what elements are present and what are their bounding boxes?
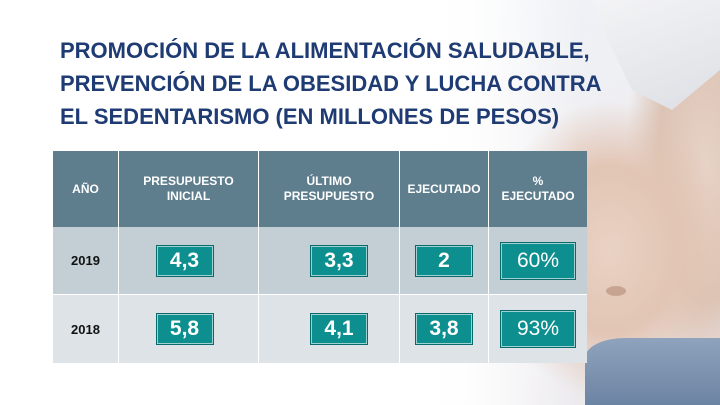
header-ejecutado: EJECUTADO <box>400 151 489 227</box>
title-line-2: PREVENCIÓN DE LA OBESIDAD Y LUCHA CONTRA <box>60 71 602 96</box>
ejecutado-cell: 2 <box>400 227 489 295</box>
ultimo-cell: 4,1 <box>259 295 400 363</box>
header-ultimo-presupuesto: ÚLTIMO PRESUPUESTO <box>259 151 400 227</box>
ultimo-cell: 3,3 <box>259 227 400 295</box>
year-value: 2019 <box>71 253 100 268</box>
pct-value: 60% <box>500 241 576 280</box>
ultimo-value: 4,1 <box>310 313 368 345</box>
table-row: 2018 5,8 4,1 3,8 93% <box>53 295 587 363</box>
title-line-1: PROMOCIÓN DE LA ALIMENTACIÓN SALUDABLE, <box>60 38 590 63</box>
inicial-value: 4,3 <box>155 244 214 277</box>
ejecutado-cell: 3,8 <box>400 295 489 363</box>
year-value: 2018 <box>71 321 100 337</box>
table-row: 2019 4,3 3,3 2 60% <box>53 227 587 295</box>
budget-table: AÑO PRESUPUESTO INICIAL ÚLTIMO PRESUPUES… <box>53 151 587 363</box>
inicial-value: 5,8 <box>155 313 214 345</box>
slide-title: PROMOCIÓN DE LA ALIMENTACIÓN SALUDABLE, … <box>60 34 620 133</box>
navel-shape <box>606 286 626 296</box>
ultimo-value: 3,3 <box>310 244 368 277</box>
title-line-3: EL SEDENTARISMO (EN MILLONES DE PESOS) <box>60 104 560 129</box>
header-pct-ejecutado: % EJECUTADO <box>501 174 575 203</box>
year-cell: 2018 <box>53 295 119 363</box>
year-cell: 2019 <box>53 227 119 295</box>
inicial-cell: 4,3 <box>119 227 259 295</box>
pct-cell: 93% <box>489 295 587 363</box>
table-header-row: AÑO PRESUPUESTO INICIAL ÚLTIMO PRESUPUES… <box>53 151 587 227</box>
ejecutado-value: 2 <box>415 244 473 277</box>
ejecutado-value: 3,8 <box>415 313 473 345</box>
jeans-shape <box>585 338 720 405</box>
pct-cell: 60% <box>489 227 587 295</box>
inicial-cell: 5,8 <box>119 295 259 363</box>
pct-value: 93% <box>500 310 576 348</box>
header-year: AÑO <box>53 151 119 227</box>
header-presupuesto-inicial: PRESUPUESTO INICIAL <box>119 151 259 227</box>
